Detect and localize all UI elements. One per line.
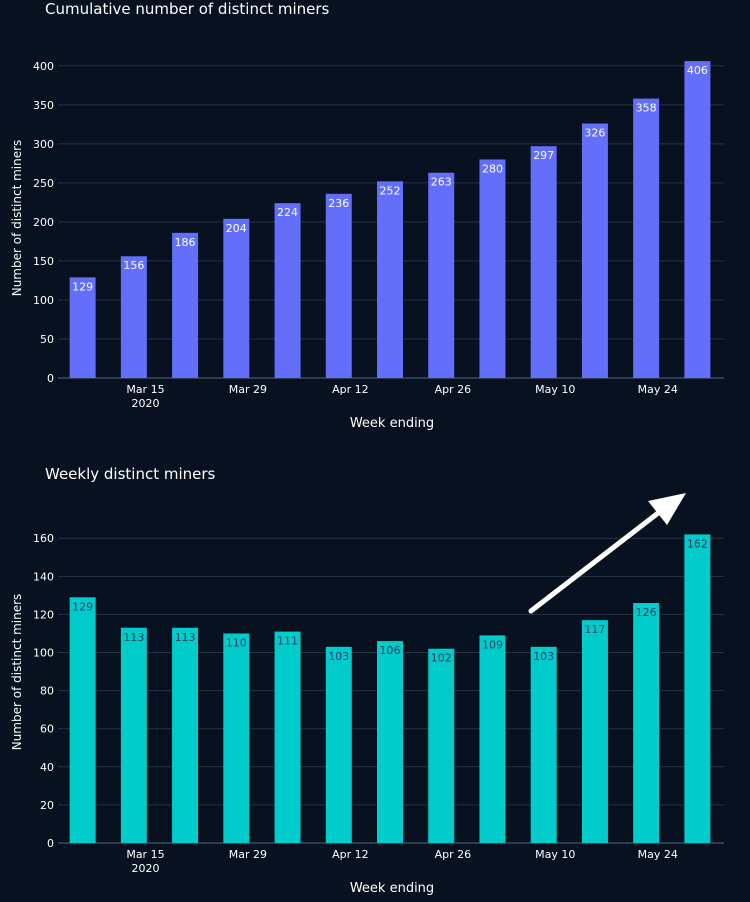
y-tick-label: 350: [33, 99, 54, 112]
bar: [479, 159, 506, 378]
data-label: 224: [277, 206, 298, 219]
y-tick-label: 400: [33, 60, 54, 73]
data-label: 126: [636, 606, 657, 619]
data-label: 109: [482, 638, 503, 651]
y-tick-label: 300: [33, 138, 54, 151]
x-axis-title: Week ending: [350, 416, 434, 431]
data-label: 129: [72, 600, 93, 613]
data-label: 103: [328, 650, 349, 663]
data-label: 204: [226, 222, 247, 235]
data-label: 113: [123, 631, 144, 644]
bar: [274, 631, 301, 843]
y-tick-label: 60: [40, 723, 54, 736]
bar: [69, 597, 96, 843]
bar: [223, 633, 250, 843]
x-tick-label: Apr 12: [332, 848, 369, 861]
data-label: 129: [72, 280, 93, 293]
y-tick-label: 100: [33, 294, 54, 307]
bar: [120, 256, 147, 378]
data-label: 110: [226, 636, 247, 649]
x-tick-label: Apr 26: [435, 383, 472, 396]
y-axis-title: Number of distinct miners: [10, 594, 24, 751]
bar: [325, 193, 352, 378]
data-label: 406: [687, 64, 708, 77]
data-label: 113: [175, 631, 196, 644]
bar: [325, 646, 352, 843]
data-label: 263: [431, 176, 452, 189]
annotation-arrow-shaft: [528, 507, 665, 614]
x-tick-label: Apr 12: [332, 383, 369, 396]
data-label: 156: [123, 259, 144, 272]
bar: [69, 277, 96, 378]
bar: [581, 123, 608, 378]
data-label: 236: [328, 197, 349, 210]
y-tick-label: 160: [33, 532, 54, 545]
y-tick-label: 80: [40, 685, 54, 698]
data-label: 358: [636, 102, 657, 115]
bar-chart-cumulative: 0 50 100 150 200 250 300 350 400 129 156 186 204 224 2…: [10, 60, 724, 431]
bar: [530, 646, 557, 843]
x-tick-label: 2020: [131, 862, 159, 875]
y-tick-label: 120: [33, 608, 54, 621]
x-tick-label: Mar 29: [229, 383, 267, 396]
y-tick-label: 20: [40, 799, 54, 812]
chart-title: Cumulative number of distinct miners: [45, 0, 330, 18]
x-tick-label: 2020: [131, 397, 159, 410]
bar: [684, 61, 711, 379]
x-axis-title: Week ending: [350, 881, 434, 896]
bar: [172, 627, 199, 843]
data-label: 297: [533, 149, 554, 162]
bar: [479, 635, 506, 843]
data-label: 111: [277, 635, 298, 648]
bar: [172, 232, 199, 378]
y-tick-label: 50: [40, 333, 54, 346]
y-tick-label: 200: [33, 216, 54, 229]
bar: [633, 603, 660, 843]
data-label: 117: [584, 623, 605, 636]
bar: [581, 620, 608, 843]
bar: [684, 534, 711, 843]
bar: [274, 203, 301, 378]
y-tick-label: 250: [33, 177, 54, 190]
x-tick-label: Apr 26: [435, 848, 472, 861]
data-label: 252: [380, 184, 401, 197]
bar: [223, 218, 250, 378]
bar: [377, 641, 403, 843]
y-tick-label: 0: [47, 372, 54, 385]
x-tick-label: May 24: [638, 848, 678, 861]
x-tick-label: Mar 29: [229, 848, 267, 861]
bar: [428, 172, 455, 378]
bar: [428, 648, 455, 843]
data-label: 106: [380, 644, 401, 657]
y-tick-label: 100: [33, 647, 54, 660]
annotation-arrow-head: [648, 493, 686, 525]
data-label: 102: [431, 652, 452, 665]
y-tick-label: 40: [40, 761, 54, 774]
data-label: 162: [687, 537, 708, 550]
data-label: 280: [482, 162, 503, 175]
data-label: 103: [533, 650, 554, 663]
data-label: 186: [175, 236, 196, 249]
y-tick-label: 0: [47, 837, 54, 850]
y-tick-label: 140: [33, 570, 54, 583]
bar: [377, 181, 403, 378]
bar: [633, 98, 660, 379]
x-tick-label: Mar 15: [126, 848, 164, 861]
y-axis-title: Number of distinct miners: [10, 140, 24, 297]
x-tick-label: Mar 15: [126, 383, 164, 396]
x-tick-label: May 24: [638, 383, 678, 396]
x-tick-label: May 10: [535, 383, 575, 396]
data-label: 326: [584, 127, 605, 140]
y-tick-label: 150: [33, 255, 54, 268]
bar: [530, 146, 557, 378]
chart-title: Weekly distinct miners: [45, 465, 216, 483]
x-tick-label: May 10: [535, 848, 575, 861]
bar: [120, 627, 147, 843]
